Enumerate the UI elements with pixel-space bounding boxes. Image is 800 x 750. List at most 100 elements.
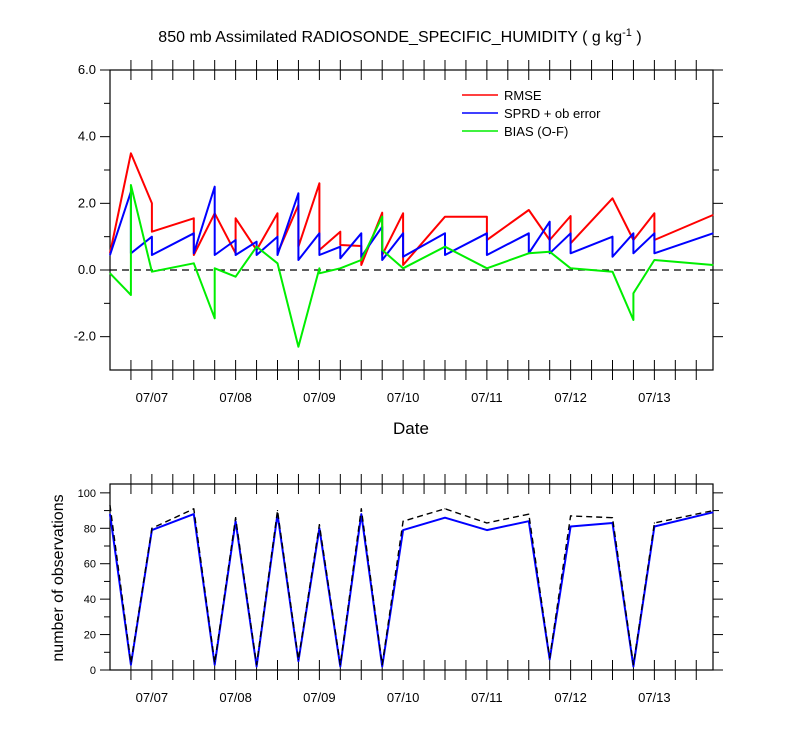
data-point	[276, 509, 279, 512]
x-tick-label: 07/12	[554, 390, 587, 405]
data-point	[151, 527, 153, 529]
data-point	[402, 256, 404, 258]
top-axes: 6.0 4.0 2.0 0.0 -2.0 07/07 07/08 07/09 07/10 07/1…	[74, 60, 723, 405]
data-point	[632, 292, 635, 294]
data-point	[255, 254, 258, 256]
data-point	[109, 254, 111, 256]
data-point	[339, 267, 341, 269]
data-point	[318, 524, 320, 526]
data-point	[444, 246, 446, 248]
data-point	[255, 664, 258, 666]
data-point	[297, 660, 300, 662]
data-point	[632, 664, 635, 666]
series-line-sprd-ob-error	[109, 185, 714, 261]
data-point	[712, 232, 714, 234]
data-point	[653, 522, 655, 524]
y-tick-label: 40	[84, 594, 96, 606]
data-point	[402, 264, 404, 266]
data-point	[318, 272, 320, 274]
data-point	[214, 186, 216, 188]
x-tick-label: 07/12	[554, 690, 587, 705]
chart-title: 850 mb Assimilated RADIOSONDE_SPECIFIC_H…	[158, 27, 641, 46]
data-point	[444, 254, 446, 256]
data-point	[214, 254, 216, 256]
y-tick-label: 4.0	[78, 129, 96, 144]
x-tick-label: 07/11	[471, 390, 503, 405]
data-point	[151, 231, 153, 233]
y-tick-label: 80	[84, 523, 96, 535]
data-point	[151, 271, 153, 273]
data-point	[381, 259, 383, 261]
y-tick-label: -2.0	[74, 329, 96, 344]
data-point	[712, 509, 714, 512]
data-point	[653, 212, 655, 214]
data-point	[402, 267, 404, 269]
data-point	[235, 517, 237, 519]
series-line-bias-o-f	[109, 184, 714, 348]
data-point	[486, 522, 488, 524]
bottom-series-group	[109, 504, 714, 668]
data-point	[611, 197, 614, 199]
data-point	[381, 216, 383, 218]
data-point	[151, 236, 153, 238]
data-point	[193, 217, 195, 219]
data-point	[402, 529, 404, 531]
top-plot-frame	[109, 69, 714, 371]
data-point	[402, 520, 404, 522]
data-point	[297, 192, 300, 194]
data-point	[402, 232, 404, 234]
x-tick-label: 07/09	[303, 690, 336, 705]
data-point	[151, 202, 153, 204]
bottom-plot-frame	[109, 483, 714, 671]
data-point	[297, 658, 300, 660]
data-point	[444, 508, 446, 510]
data-point	[360, 256, 362, 258]
data-point	[255, 665, 258, 668]
y-tick-label: 6.0	[78, 62, 96, 77]
data-point	[653, 232, 655, 234]
data-point	[130, 664, 132, 666]
legend: RMSE SPRD + ob error BIAS (O-F)	[462, 88, 601, 139]
y-tick-label: 0	[90, 665, 96, 677]
data-point	[528, 209, 530, 211]
data-point	[193, 252, 195, 254]
x-axis-label: Date	[393, 419, 429, 438]
data-point	[570, 215, 572, 217]
legend-label-bias: BIAS (O-F)	[504, 124, 568, 139]
title-unit-exponent: -1	[622, 27, 632, 39]
data-point	[276, 236, 279, 238]
y-tick-label: 0.0	[78, 262, 96, 277]
data-point	[360, 232, 362, 234]
data-point	[712, 264, 714, 266]
data-point	[360, 259, 362, 261]
top-series-group	[109, 152, 714, 348]
data-point	[318, 232, 320, 234]
data-point	[611, 271, 614, 273]
data-point	[276, 212, 279, 214]
data-point	[276, 254, 279, 256]
data-point	[235, 239, 237, 241]
data-point	[632, 665, 635, 668]
data-point	[611, 256, 614, 258]
data-point	[193, 254, 195, 256]
bottom-axes: 100 80 60 40 20 0 07/07 07/08 07/09 07/10 07/11 07/…	[78, 474, 723, 705]
data-point	[712, 214, 714, 216]
data-point	[339, 665, 341, 668]
data-point	[297, 346, 300, 348]
y-tick-label: 60	[84, 559, 96, 571]
data-point	[297, 259, 300, 261]
x-tick-label: 07/10	[387, 390, 420, 405]
data-point	[611, 236, 614, 238]
x-tick-label: 07/11	[471, 690, 503, 705]
data-point	[549, 251, 551, 253]
data-point	[318, 254, 320, 256]
data-point	[339, 231, 341, 233]
data-point	[235, 254, 237, 256]
data-point	[486, 529, 488, 531]
data-point	[130, 294, 132, 296]
x-tick-label: 07/13	[638, 390, 671, 405]
data-point	[381, 249, 383, 251]
data-point	[549, 221, 551, 223]
data-point	[570, 515, 572, 517]
